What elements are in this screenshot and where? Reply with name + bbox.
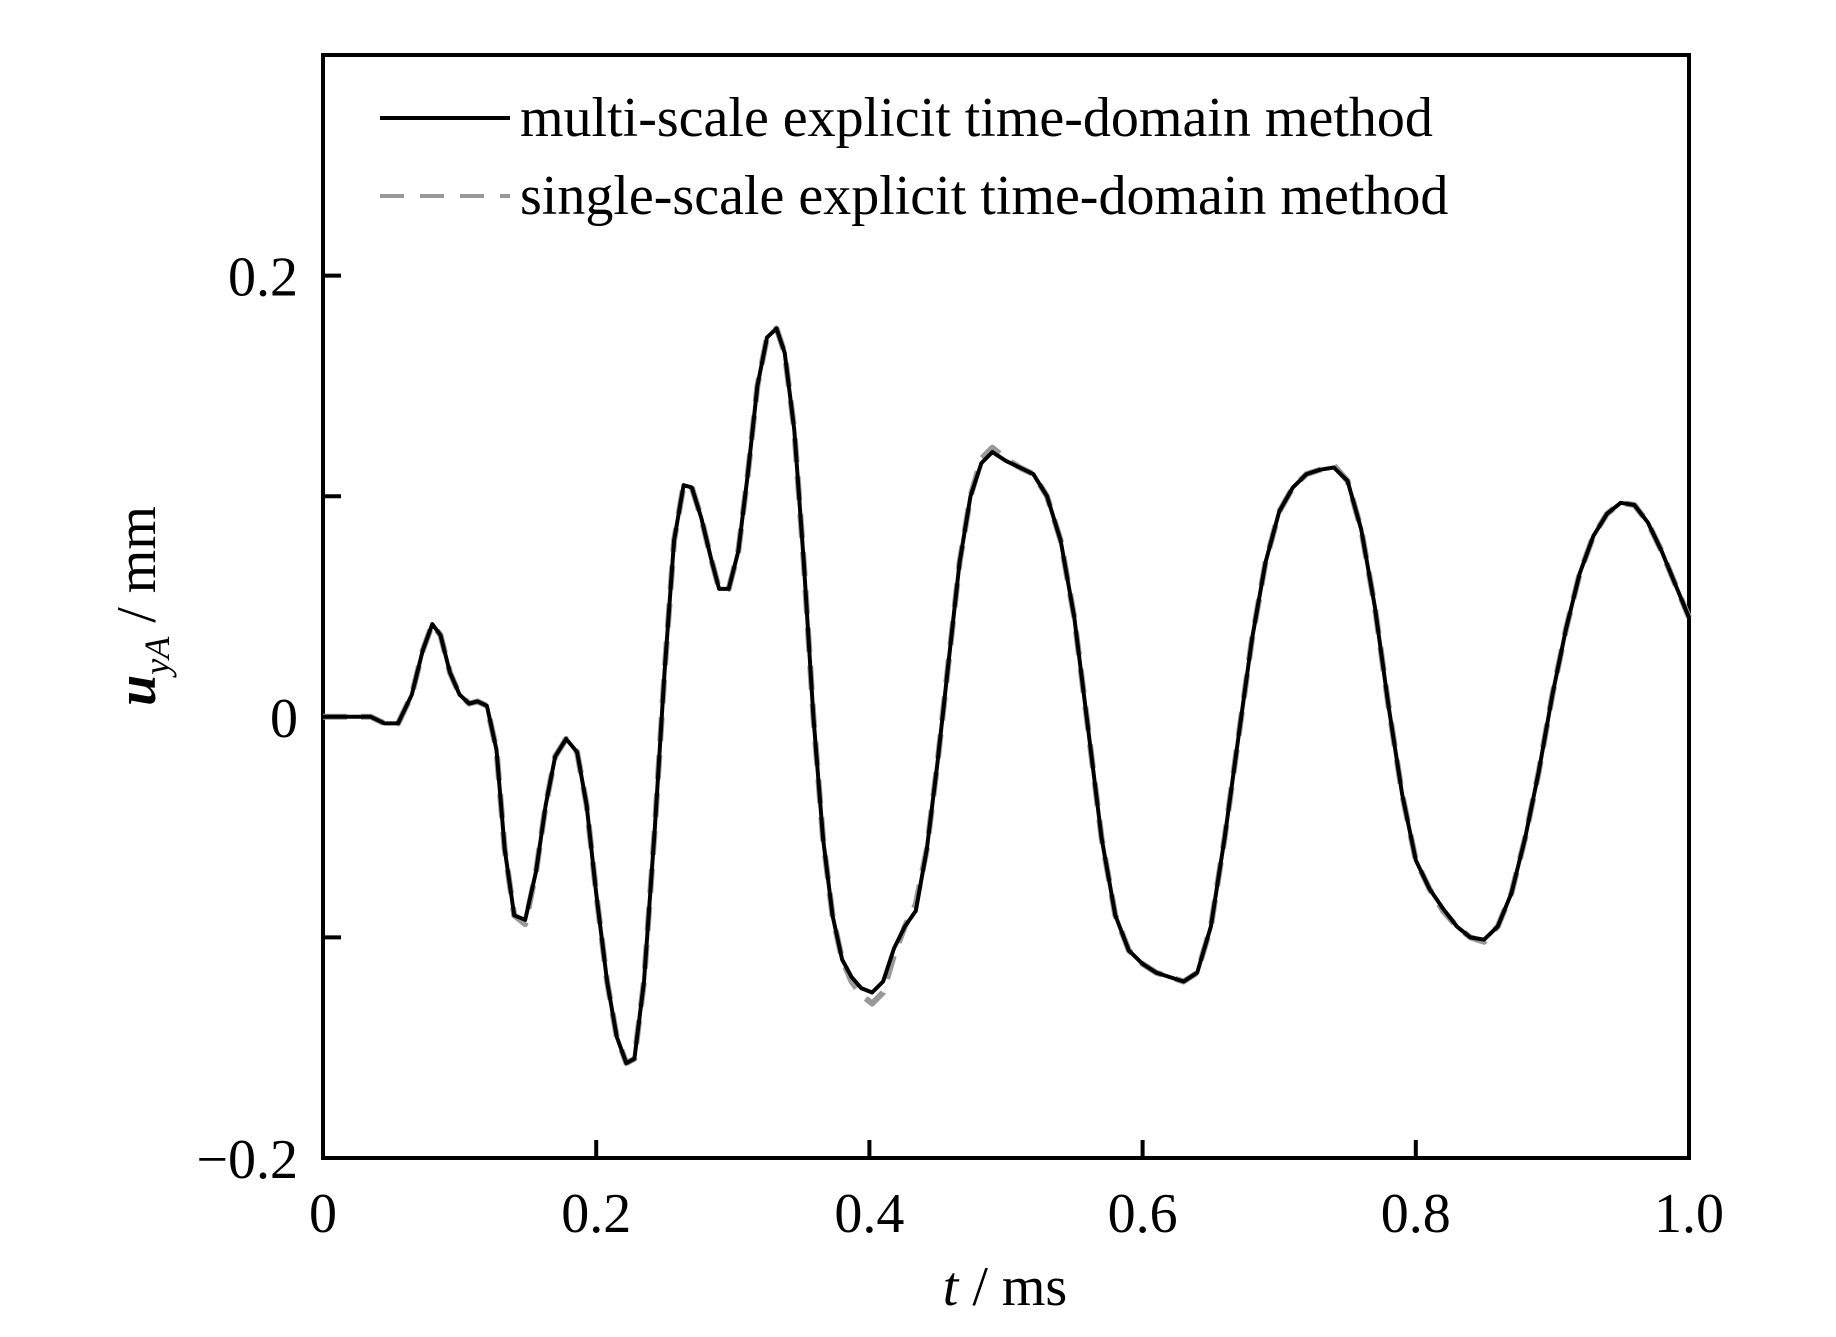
x-tick-label: 0.4: [834, 1183, 904, 1245]
x-axis-label: t / ms: [943, 1256, 1067, 1318]
tick-label-layer: 0 0.2 0.4 0.6 0.8 1.0−0.200.2: [196, 247, 1724, 1245]
y-axis-label: uyA / mm: [106, 506, 177, 706]
y-tick-label: 0: [270, 688, 298, 750]
y-tick-label: 0.2: [228, 247, 298, 309]
x-tick-label: 0.6: [1108, 1183, 1178, 1245]
x-tick-label: 1.0: [1654, 1183, 1724, 1245]
legend-label-single-scale: single-scale explicit time-domain method: [520, 165, 1448, 227]
series-layer: [323, 325, 1692, 1067]
x-tick-label: 0.2: [561, 1183, 631, 1245]
legend: multi-scale explicit time-domain method …: [380, 87, 1448, 227]
legend-label-multi-scale: multi-scale explicit time-domain method: [520, 87, 1433, 149]
y-tick-label: −0.2: [196, 1129, 298, 1191]
x-tick-label: 0: [309, 1183, 337, 1245]
x-tick-label: 0.8: [1381, 1183, 1451, 1245]
plot-area: [321, 53, 1691, 1160]
series-line-multi-scale: [323, 326, 1691, 1066]
